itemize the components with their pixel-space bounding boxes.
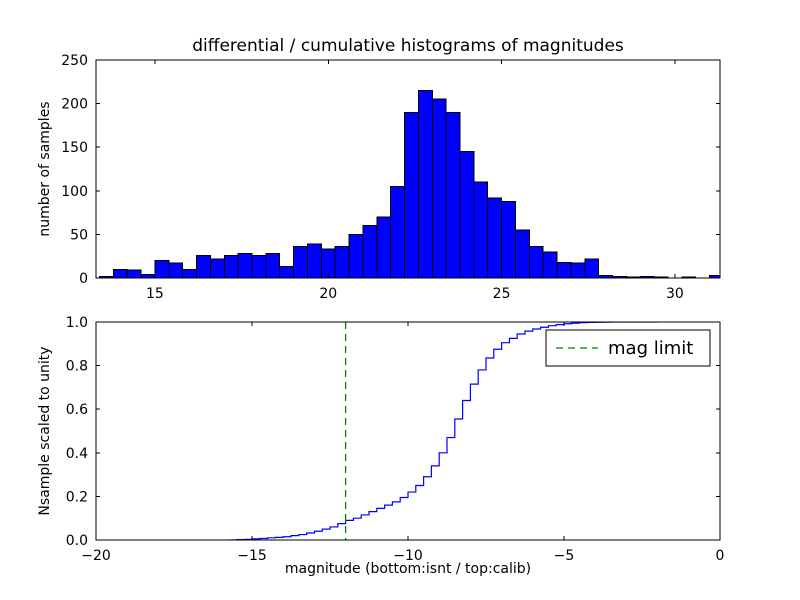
x-tick-label: 25	[493, 286, 511, 302]
x-tick-label: 0	[716, 548, 725, 564]
x-tick-label: −5	[554, 548, 575, 564]
y-tick-label: 0.4	[66, 446, 88, 462]
histogram-bar	[542, 251, 558, 278]
cumulative-area	[228, 322, 658, 540]
histogram-bar	[182, 268, 198, 278]
histogram-bar	[417, 90, 433, 278]
x-axis-label: magnitude (bottom:isnt / top:calib)	[284, 561, 532, 577]
histogram-bar	[584, 258, 600, 278]
y-tick-label: 100	[61, 184, 88, 200]
histogram-bar	[126, 269, 142, 278]
histogram-bar	[293, 246, 308, 278]
histogram-bar	[487, 197, 503, 278]
x-tick-label: 15	[146, 286, 164, 302]
histogram-bar	[251, 254, 267, 278]
histogram-bar	[279, 266, 295, 278]
histogram-bar	[709, 274, 720, 278]
histogram-bar	[237, 253, 253, 278]
y-tick-label: 1.0	[66, 315, 88, 331]
y-tick-label: 0.6	[66, 402, 88, 418]
histogram-bar	[112, 268, 128, 278]
figure-title: differential / cumulative histograms of …	[192, 36, 624, 56]
histogram-bar	[154, 260, 170, 278]
x-tick-label: 20	[319, 286, 337, 302]
histogram-bar	[209, 258, 225, 278]
histogram-bar	[362, 225, 378, 278]
y-tick-label: 0.8	[66, 359, 88, 375]
y-tick-label: 0.0	[66, 533, 88, 549]
y-tick-label: 200	[61, 97, 88, 113]
histogram-bar	[431, 98, 447, 278]
y-tick-label: 0.2	[66, 489, 88, 505]
histogram-bar	[196, 254, 211, 278]
histogram-bar	[348, 233, 364, 278]
legend: mag limit	[545, 329, 711, 367]
histogram-bar	[140, 274, 156, 278]
histogram-bar	[223, 254, 239, 278]
histogram-area	[98, 90, 720, 278]
histogram-bar	[556, 261, 572, 278]
axes-frame	[95, 59, 721, 279]
histogram-bar	[306, 243, 322, 278]
histogram-bar	[514, 229, 530, 278]
subplot-cumulative: −20 −15 −10 −5 0 0.0 0.2 0.4 0.6 0.8 1.0 mag limit	[66, 315, 725, 564]
x-tick-label: −15	[237, 548, 267, 564]
legend-label: mag limit	[608, 338, 693, 359]
cumulative-line	[228, 322, 658, 540]
histogram-bar	[320, 248, 336, 278]
histogram-bar	[501, 200, 516, 278]
histogram-bar	[528, 246, 544, 278]
histogram-bar	[265, 253, 281, 278]
x-tick-label: 30	[666, 286, 684, 302]
histogram-bar	[168, 262, 184, 278]
bottom-ylabel: Nsample scaled to unity	[37, 346, 53, 516]
histogram-bar	[459, 151, 475, 278]
top-ylabel: number of samples	[37, 101, 53, 237]
y-tick-label: 250	[61, 53, 88, 69]
y-tick-label: 0	[79, 271, 88, 287]
y-tick-label: 150	[61, 140, 88, 156]
y-tick-label: 50	[70, 227, 88, 243]
histogram-bar	[404, 111, 419, 278]
histogram-bar	[334, 246, 350, 278]
x-tick-label: −10	[393, 548, 423, 564]
x-tick-label: −20	[81, 548, 111, 564]
histogram-bar	[376, 216, 392, 278]
histogram-bar	[570, 262, 586, 278]
histogram-bar	[445, 111, 461, 278]
histogram-bar	[473, 181, 489, 278]
subplot-differential: 15 20 25 30 0 50 100 150 200 250	[61, 53, 721, 302]
histogram-bar	[390, 185, 406, 278]
